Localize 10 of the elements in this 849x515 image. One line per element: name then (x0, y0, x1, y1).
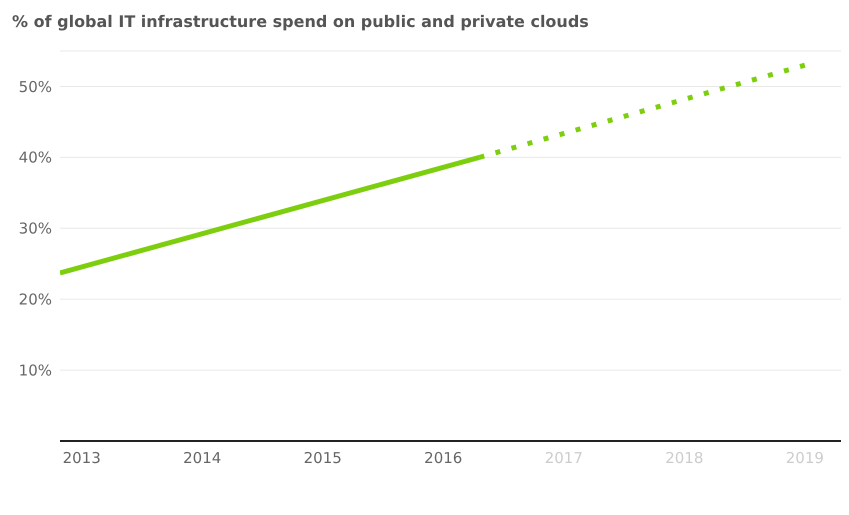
y-tick-label: 20% (18, 290, 52, 309)
x-tick-label: 2015 (304, 449, 342, 467)
y-tick-label: 40% (18, 148, 52, 167)
y-tick-label: 30% (18, 220, 52, 238)
x-tick-label: 2013 (62, 449, 101, 467)
x-tick-label: 2016 (424, 449, 462, 467)
x-tick-label: 2014 (183, 449, 222, 467)
y-tick-label: 10% (18, 361, 52, 380)
chart-title: % of global IT infrastructure spend on public and private clouds (11, 11, 590, 31)
y-tick-label: 50% (18, 78, 52, 96)
